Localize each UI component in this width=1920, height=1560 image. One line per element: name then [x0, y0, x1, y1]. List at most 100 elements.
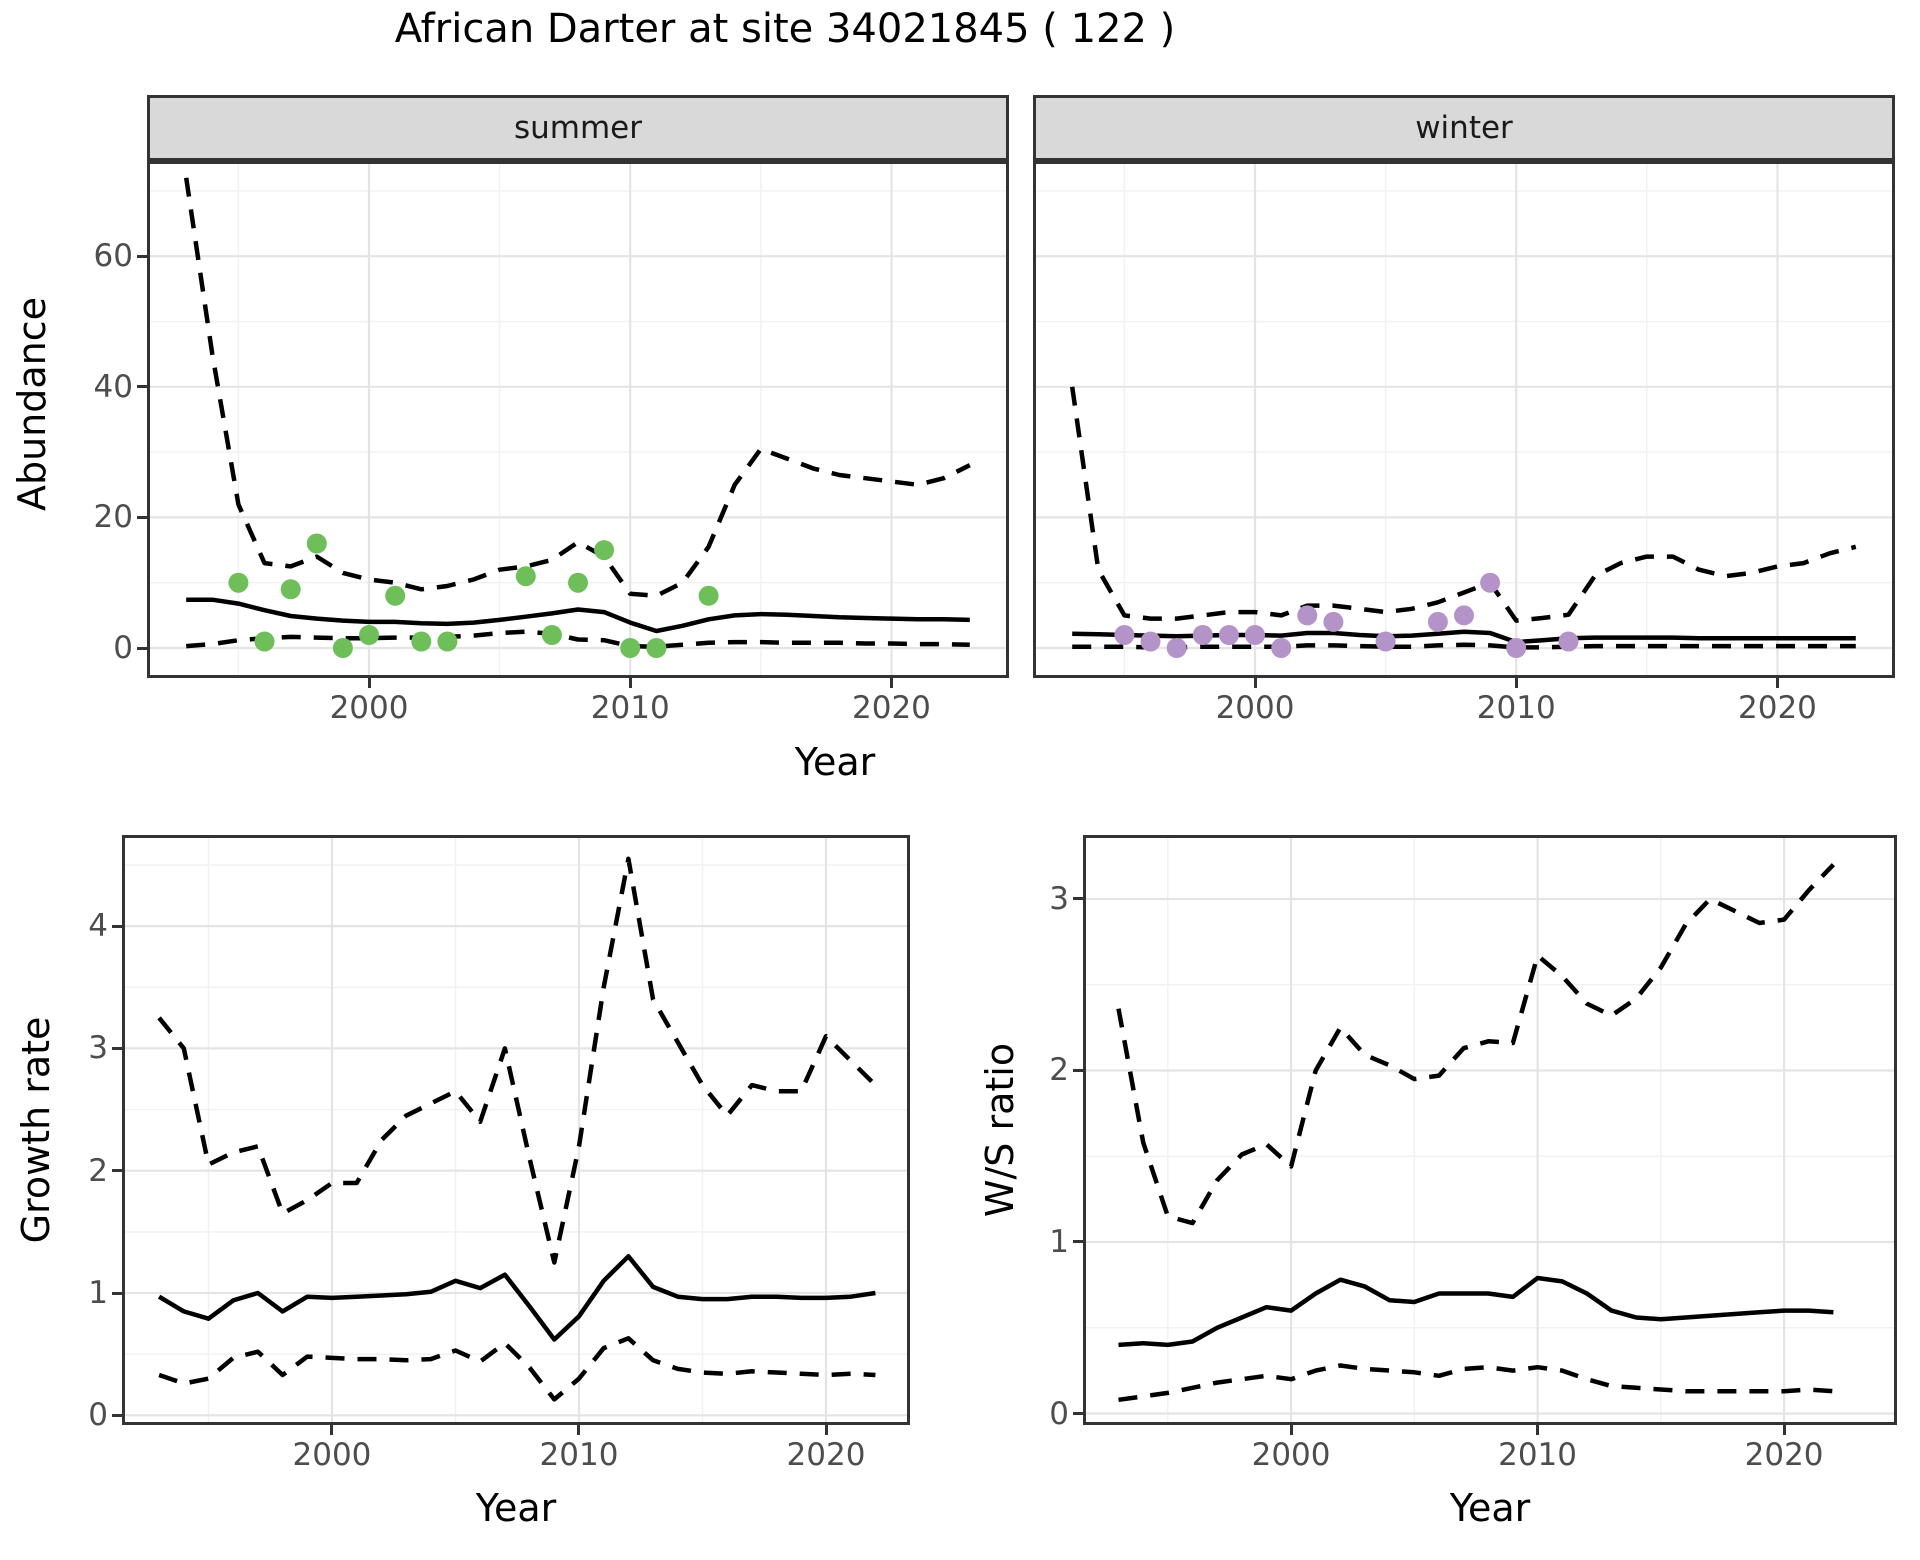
x-tick-label: 2000: [1251, 1437, 1331, 1473]
abundance-winter-observation-point: [1166, 638, 1187, 658]
abundance-summer-upper-ci-line: [183, 177, 971, 599]
abundance-winter-observation-point: [1558, 631, 1579, 652]
abundance-summer-observation-point: [359, 625, 379, 645]
y-tick-label: 0: [88, 1397, 108, 1434]
ws-ratio-lower-ci-line: [1118, 1363, 1834, 1403]
y-tick-label: 4: [88, 908, 108, 945]
y-tick-mark: [137, 254, 147, 258]
abundance-winter-observation-point: [1218, 625, 1239, 645]
x-tick-label: 2010: [1476, 690, 1556, 726]
x-tick-mark: [1782, 1425, 1786, 1435]
y-tick-mark: [112, 1046, 122, 1050]
abundance-winter-upper-ci-line: [1069, 386, 1857, 623]
facet-strip-winter: winter: [1033, 95, 1895, 161]
x-axis-title-year-bottom-right: Year: [1449, 1486, 1531, 1530]
x-tick-label: 2010: [539, 1437, 619, 1473]
growth-rate-lower-ci-line: [158, 1336, 876, 1402]
x-tick-label: 2020: [852, 690, 931, 726]
x-tick-mark: [1253, 678, 1257, 688]
x-tick-label: 2000: [292, 1437, 372, 1473]
panel-growth-rate: [122, 835, 910, 1425]
y-tick-label: 2: [88, 1152, 108, 1189]
abundance-winter-observation-point: [1271, 638, 1292, 658]
chart-canvas-abundance-summer: [147, 161, 1009, 678]
abundance-winter-observation-point: [1427, 611, 1448, 632]
abundance-winter-observation-point: [1114, 625, 1135, 645]
panel-border: [122, 835, 910, 1425]
facet-strip-winter-label: winter: [1415, 110, 1513, 146]
y-tick-label: 40: [93, 368, 133, 405]
x-tick-label: 2020: [786, 1437, 866, 1473]
y-tick-label: 1: [88, 1275, 108, 1312]
abundance-summer-observation-point: [280, 579, 301, 600]
abundance-summer-observation-point: [541, 625, 562, 645]
panel-background: [147, 161, 1009, 678]
y-tick-mark: [137, 385, 147, 389]
x-tick-label: 2010: [1498, 1437, 1578, 1473]
x-tick-mark: [1536, 1425, 1540, 1435]
abundance-summer-observation-point: [306, 533, 327, 554]
growth-rate-median-line: [157, 1254, 876, 1342]
abundance-summer-observation-point: [698, 585, 719, 606]
y-tick-mark: [137, 646, 147, 650]
y-tick-label: 1: [1049, 1223, 1069, 1260]
chart-canvas-abundance-winter: [1033, 161, 1895, 678]
x-tick-mark: [577, 1425, 581, 1435]
abundance-winter-lower-ci-line: [1072, 642, 1856, 650]
x-tick-mark: [824, 1425, 828, 1435]
abundance-winter-observation-point: [1506, 638, 1527, 658]
facet-strip-summer-label: summer: [513, 110, 642, 146]
x-tick-mark: [330, 1425, 334, 1435]
x-tick-mark: [1289, 1425, 1293, 1435]
x-tick-mark: [1775, 678, 1779, 688]
y-tick-label: 3: [88, 1030, 108, 1067]
abundance-summer-observation-point: [594, 540, 615, 561]
panel-background: [1033, 161, 1895, 678]
chart-canvas-ws-ratio: [1083, 835, 1897, 1425]
panel-abundance-summer: [147, 161, 1009, 678]
y-tick-label: 3: [1049, 880, 1069, 917]
panel-abundance-winter: [1033, 161, 1895, 678]
y-tick-mark: [1073, 1412, 1083, 1415]
x-axis-title-year-top: Year: [794, 740, 876, 784]
y-tick-label: 60: [93, 238, 133, 275]
x-tick-mark: [367, 678, 371, 688]
y-tick-mark: [112, 1169, 122, 1173]
y-tick-label: 20: [93, 499, 133, 536]
abundance-winter-observation-point: [1245, 625, 1265, 645]
abundance-summer-observation-point: [646, 638, 667, 658]
y-tick-mark: [1073, 1240, 1083, 1244]
y-tick-label: 0: [1049, 1395, 1069, 1432]
y-tick-label: 2: [1049, 1052, 1069, 1089]
abundance-summer-observation-point: [254, 631, 275, 652]
facet-strip-summer: summer: [147, 95, 1009, 161]
x-axis-title-year-bottom-left: Year: [475, 1486, 557, 1530]
y-tick-mark: [1073, 897, 1083, 901]
y-tick-mark: [112, 1413, 122, 1417]
abundance-summer-observation-point: [411, 631, 432, 652]
growth-rate-upper-ci-line: [157, 856, 877, 1265]
abundance-summer-median-line: [186, 597, 970, 634]
panel-ws-ratio: [1083, 835, 1897, 1425]
abundance-summer-observation-point: [515, 566, 536, 587]
abundance-summer-observation-point: [228, 572, 249, 593]
abundance-summer-observation-point: [332, 638, 353, 658]
abundance-winter-observation-point: [1297, 605, 1318, 626]
x-tick-label: 2020: [1738, 690, 1817, 726]
y-axis-title-growth-rate: Growth rate: [14, 1016, 58, 1244]
y-axis-title-abundance: Abundance: [10, 296, 54, 512]
panel-border: [1033, 161, 1895, 678]
x-tick-mark: [889, 678, 893, 688]
y-tick-mark: [1073, 1068, 1083, 1072]
panel-border: [1083, 835, 1897, 1425]
abundance-summer-observation-point: [437, 631, 458, 652]
abundance-winter-observation-point: [1192, 625, 1213, 645]
x-tick-label: 2000: [329, 690, 409, 726]
abundance-summer-lower-ci-line: [186, 629, 970, 649]
y-tick-mark: [112, 1291, 122, 1295]
abundance-summer-observation-point: [620, 638, 641, 658]
x-tick-mark: [628, 678, 632, 688]
abundance-winter-observation-point: [1375, 631, 1396, 652]
y-tick-label: 0: [113, 630, 133, 667]
